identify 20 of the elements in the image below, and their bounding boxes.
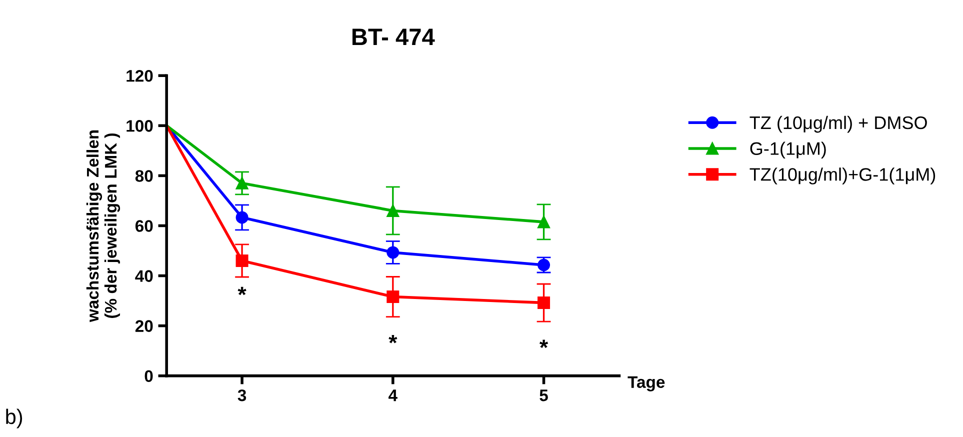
y-tick-label: 40 [135, 270, 153, 282]
legend-label: TZ (10μg/ml) + DMSO [750, 116, 927, 133]
x-axis-title: Tage [628, 376, 665, 392]
y-tick-label: 120 [126, 70, 153, 82]
y-tick-label: 20 [135, 320, 153, 332]
x-tick-label: 5 [540, 390, 548, 402]
legend-label: TZ(10μg/ml)+G-1(1μM) [750, 168, 936, 184]
x-tick-label: 3 [238, 389, 246, 402]
y-axis-title: wachstumsfähige Zellen (% der jeweiligen LMK ) [86, 130, 120, 322]
x-tick-label: 4 [388, 390, 398, 402]
text: b) [6, 408, 22, 428]
legend-label: G-1(1μM) [750, 142, 826, 159]
y-tick-label: 80 [135, 170, 153, 182]
annotation: * [388, 335, 398, 344]
annotation: * [540, 340, 548, 348]
y-tick-label: 60 [135, 220, 153, 232]
annotation: * [238, 286, 246, 296]
chart-title: BT- 474 [352, 28, 435, 46]
y-tick-label: 0 [144, 370, 153, 382]
y-tick-label: 100 [126, 120, 153, 132]
